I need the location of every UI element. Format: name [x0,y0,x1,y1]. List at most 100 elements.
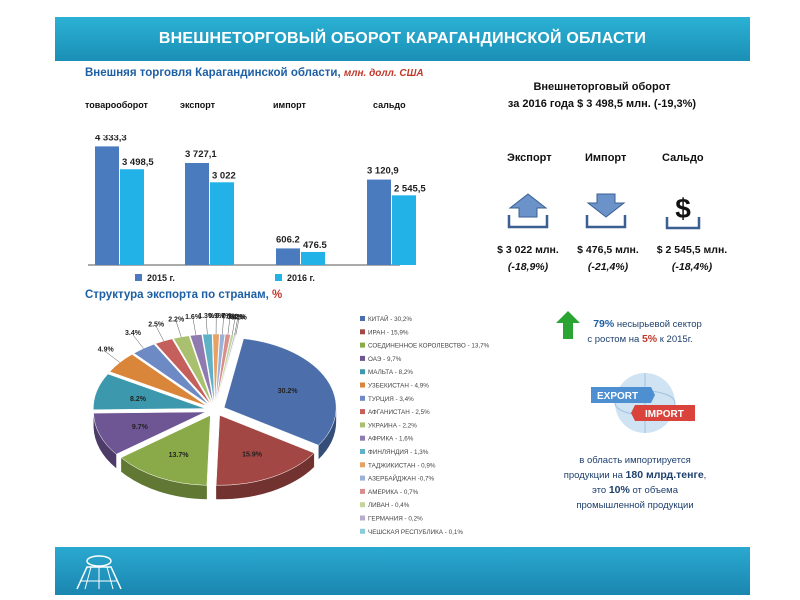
pie-slice-side [93,413,117,469]
pie-leader-line [205,318,208,335]
pie-data-label: 0.1% [231,314,248,321]
bar [210,182,234,265]
pie-legend-label: ОАЭ - 9,7% [368,356,402,363]
pie-legend-label: ФИНЛЯНДИЯ - 1,3% [368,449,429,456]
export-change: (-18,9%) [507,261,549,273]
pie-slice [109,354,208,407]
bar [120,169,144,265]
pie-legend-label: УКРАИНА - 2,2% [368,422,417,429]
svg-text:$: $ [675,193,691,224]
import-note-amount: 180 млрд.тенге [625,469,704,481]
bar-category-label: сальдо [373,100,406,110]
import-value: $ 476,5 млн. [577,244,639,256]
export-structure-unit: % [272,289,283,301]
bar-value-label: 606.2 [276,234,300,245]
non-resource-text1: несырьевой сектор [614,319,702,330]
bar [301,251,325,265]
pie-slice [215,333,226,405]
bar-chart: 4 333,3 3 727,1 606.2 3 120,9 3 498,5 3 022 47… [88,135,426,283]
pie-legend-swatch [360,515,365,521]
import-note-line3: это 10% от объема [545,483,725,498]
pie-legend-swatch [360,435,365,441]
saldo-value: $ 2 545,5 млн. [656,244,728,256]
pie-legend: КИТАЙ - 30,2% ИРАН - 15,9% СОЕДИНЕННОЕ КОР… [360,314,490,536]
pie-legend-label: ТУРЦИЯ - 3,4% [368,396,414,403]
bar-value-label: 4 333,3 [95,135,127,143]
footer-bar [55,547,750,595]
trade-section-title: Внешняя торговля Карагандинской области,… [85,67,424,79]
non-resource-growth: 5% [641,333,658,345]
pie-data-label: 2.5% [148,321,165,328]
slide-title: ВНЕШНЕТОРГОВЫЙ ОБОРОТ КАРАГАНДИНСКОЙ ОБЛ… [55,17,750,61]
import-tray-arrow-down-icon [585,193,627,229]
non-resource-text3: к 2015г. [657,334,693,345]
pie-legend-label: ИРАН - 15,9% [368,329,409,336]
pie-legend-label: АМЕРИКА - 0,7% [368,489,419,496]
bar-value-label: 3 498,5 [122,157,154,168]
pie-leader-line [105,351,120,363]
export-label: Экспорт [507,152,552,164]
pie-slice-side [121,457,207,500]
import-note-line1: в область импортируется [579,455,691,466]
saldo-change: (-18,4%) [671,261,713,273]
pie-legend-swatch [360,369,365,375]
pie-legend-swatch [360,382,365,388]
import-note-percent: 10% [608,484,630,496]
pie-slice-side-face [216,452,315,500]
bar-category-label: экспорт [180,100,216,110]
bar-category-label: импорт [273,100,306,110]
pie-leader-line [222,318,224,335]
pie-legend-label: УЗБЕКИСТАН - 4,9% [368,383,429,390]
pie-leader-line [155,326,164,342]
pie-slice [93,411,206,455]
pie-legend-swatch [360,395,365,401]
pie-legend-label: ЛИВАН - 0,4% [368,502,410,509]
pie-leader-line [234,319,238,336]
non-resource-note-line1: 79% несырьевой сектор [580,317,715,332]
pie-slice-side-face [318,407,337,460]
pie-legend-label: СОЕДИНЕННОЕ КОРОЛЕВСТВО - 13,7% [368,343,490,350]
bar [392,195,416,265]
pie-legend-swatch [360,422,365,428]
bar-value-label: 3 120,9 [367,166,399,177]
pie-data-label: 2.2% [168,317,185,324]
import-note-line2c: , [703,470,707,481]
summary-head-line2: за 2016 года $ 3 498,5 млн. (-19,3%) [507,98,697,110]
pie-legend-swatch [360,316,365,321]
logo-word-import: IMPORT [645,409,684,420]
import-note-line3a: это [592,485,609,496]
saldo-label: Сальдо [662,152,704,164]
export-value: $ 3 022 млн. [497,244,559,256]
pie-data-label: 30.2% [278,388,299,395]
legend-label: 2016 г. [287,273,315,283]
pie-slice-side-face [121,457,207,500]
pie-data-label: 0.2% [230,314,247,321]
pie-legend-swatch [360,528,365,534]
import-note-line4: промышленной продукции [576,500,694,511]
logo-word-export: EXPORT [597,391,638,402]
pie-slice-side [216,452,315,500]
non-resource-note-line2: с ростом на 5% к 2015г. [565,332,715,347]
pie-legend-label: ТАДЖИКИСТАН - 0,9% [368,462,436,469]
legend-swatch [135,274,142,281]
pie-legend-swatch [360,342,365,348]
pie-slice-side-face [93,413,117,469]
pie-data-label: 0.9% [208,313,225,320]
trade-section-unit: млн. долл. США [343,68,424,79]
pie-data-label: 0.4% [227,314,244,321]
pie-data-label: 8.2% [130,396,147,403]
import-note-line2a: продукции на [563,470,626,481]
pie-slice [189,334,214,405]
pie-slice [133,343,210,406]
pie-slice [93,373,206,410]
pie-leader-line [232,318,236,335]
pie-slice [215,334,231,405]
pie-data-label: 0.7% [216,313,233,320]
slide: ВНЕШНЕТОРГОВЫЙ ОБОРОТ КАРАГАНДИНСКОЙ ОБЛ… [55,15,750,595]
pie-legend-swatch [360,462,365,468]
export-structure-title: Структура экспорта по странам, % [85,289,282,301]
pie-leader-line [235,319,240,336]
pie-legend-swatch [360,355,365,361]
pie-data-label: 1.3% [198,313,215,320]
pie-legend-label: АФГАНИСТАН - 2,5% [368,409,430,416]
